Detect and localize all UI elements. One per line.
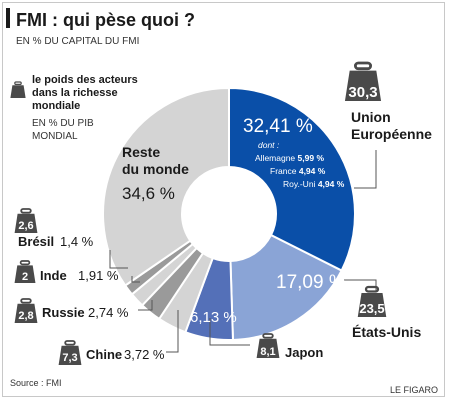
leader-japan — [209, 318, 250, 346]
credit-note: LE FIGARO — [390, 385, 438, 395]
eu-detail-dont: dont : — [258, 140, 280, 150]
leader-russia — [138, 300, 153, 311]
china-value: 3,72 % — [124, 347, 165, 362]
slice-us — [229, 233, 343, 341]
russia-label: Russie — [42, 305, 85, 320]
leader-brazil — [109, 250, 128, 269]
us-label: États-Unis — [352, 324, 421, 340]
page-subtitle: EN % DU CAPITAL DU FMI — [16, 36, 139, 47]
title-bar — [6, 8, 10, 28]
legend-line-1: le poids des acteurs — [32, 74, 138, 86]
rest-value: 34,6 % — [122, 184, 175, 203]
india-gdp-share: 2 — [22, 271, 28, 283]
india-value: 1,91 % — [78, 268, 119, 283]
japan-gdp-share: 8,1 — [260, 346, 275, 358]
eu-gdp-share: 30,3 — [348, 84, 377, 101]
slice-rest — [102, 86, 230, 287]
eu-detail-uk: Roy.-Uni 4,94 % — [283, 179, 345, 189]
rest-label-2: du monde — [122, 161, 189, 177]
legend-line-5: MONDIAL — [32, 131, 78, 142]
eu-label-1: Union — [351, 109, 391, 125]
legend-line-4: EN % DU PIB — [32, 118, 94, 129]
brazil-label: Brésil — [18, 234, 54, 249]
slice-eu — [228, 86, 356, 272]
leader-lines — [109, 150, 377, 353]
china-gdp-share: 7,3 — [62, 352, 77, 364]
eu-value: 32,41 % — [243, 116, 313, 137]
eu-label-2: Européenne — [351, 126, 432, 142]
brazil-value: 1,4 % — [60, 234, 94, 249]
legend-line-3: mondiale — [32, 100, 80, 112]
india-label: Inde — [40, 268, 67, 283]
weight-legend-icon — [10, 81, 26, 99]
legend-line-2: dans la richesse — [32, 87, 118, 99]
leader-china — [166, 310, 179, 353]
eu-detail-fr: France 4,94 % — [270, 166, 326, 176]
russia-gdp-share: 2,8 — [18, 310, 33, 322]
leader-india — [131, 276, 140, 283]
japan-label: Japon — [285, 345, 323, 360]
us-gdp-share: 23,5 — [359, 301, 384, 316]
rest-label-1: Reste — [122, 144, 160, 160]
us-value: 17,09 % — [276, 272, 346, 293]
leader-eu — [354, 150, 377, 189]
china-label: Chine — [86, 347, 122, 362]
brazil-gdp-share: 2,6 — [18, 220, 33, 232]
japan-value: 6,13 % — [190, 309, 237, 326]
eu-detail-de: Allemagne 5,99 % — [255, 153, 324, 163]
russia-value: 2,74 % — [88, 305, 129, 320]
page-title: FMI : qui pèse quoi ? — [16, 10, 195, 30]
donut-slices — [102, 86, 356, 341]
source-note: Source : FMI — [10, 378, 62, 388]
